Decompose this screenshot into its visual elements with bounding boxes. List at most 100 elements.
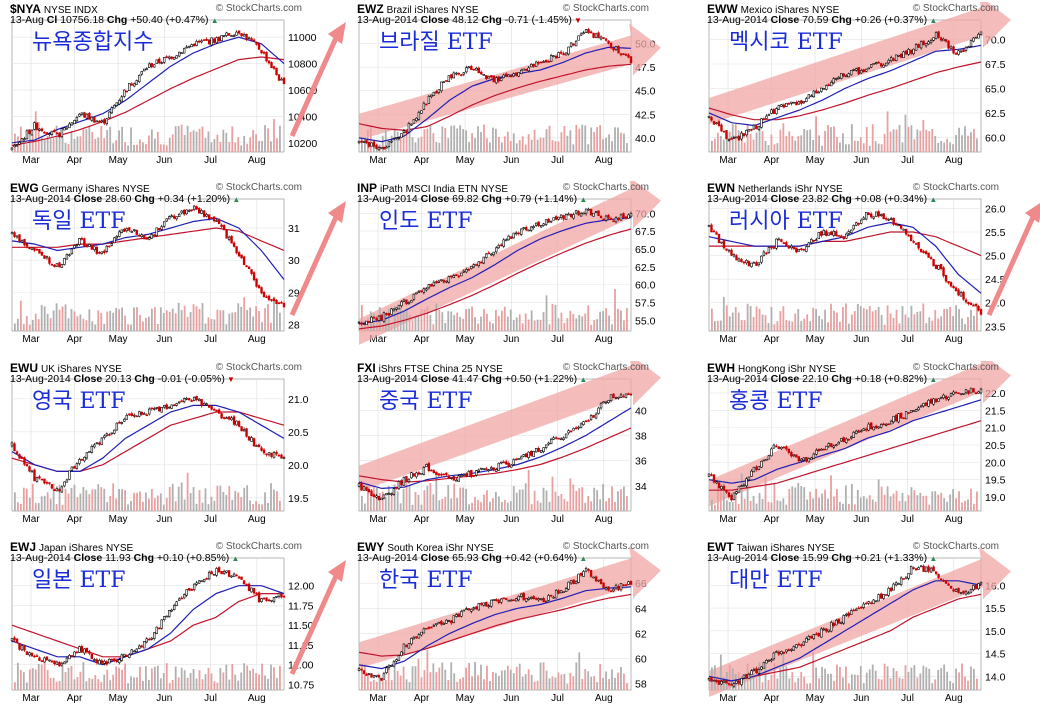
volume-bar xyxy=(842,677,844,690)
candlestick xyxy=(70,248,74,254)
candlestick xyxy=(947,583,950,586)
x-tick-label: Mar xyxy=(369,334,387,345)
volume-bar xyxy=(922,496,925,511)
quote-line: 13-Aug-2014 Close 69.82 Chg +0.79 (+1.14… xyxy=(357,193,587,206)
candlestick xyxy=(385,493,388,496)
x-tick-label: Jun xyxy=(156,334,172,345)
candlestick xyxy=(897,583,900,585)
volume-bar xyxy=(536,319,539,331)
y-tick-label: 58 xyxy=(635,679,647,691)
date-label: 13-Aug-2014 xyxy=(707,193,768,205)
y-tick-label: 25.0 xyxy=(985,251,1006,263)
volume-bar xyxy=(171,134,174,152)
volume-bar xyxy=(901,492,904,511)
candlestick xyxy=(614,217,618,223)
x-tick-label: Jul xyxy=(901,693,914,704)
volume-bar xyxy=(28,131,31,152)
volume-bar xyxy=(201,303,204,331)
quote-line: 13-Aug-2014 Close 20.13 Chg -0.01 (-0.05… xyxy=(10,373,235,386)
exchange-label: NYSE xyxy=(122,184,150,195)
candlestick xyxy=(93,659,96,661)
candlestick xyxy=(850,70,853,76)
candlestick xyxy=(187,398,191,401)
volume-bar xyxy=(183,305,186,331)
candlestick xyxy=(120,229,123,233)
candlestick xyxy=(495,77,498,84)
volume-bar xyxy=(731,124,734,152)
candlestick xyxy=(855,68,858,71)
volume-bar xyxy=(886,486,889,511)
candlesticks xyxy=(357,392,633,501)
description-label: Japan iShares xyxy=(39,543,103,554)
y-tick-label: 15.5 xyxy=(985,603,1006,615)
candlestick xyxy=(15,235,19,238)
y-tick-label: 23.5 xyxy=(985,321,1006,333)
volume-bar xyxy=(276,303,278,331)
candlestick xyxy=(914,568,918,571)
volume-bar xyxy=(52,677,55,690)
y-tick-label: 67.5 xyxy=(985,59,1006,71)
candlestick xyxy=(607,586,610,591)
candlestick xyxy=(485,75,488,79)
candlestick xyxy=(897,413,900,423)
candlestick xyxy=(125,228,128,232)
volume-bar xyxy=(429,483,432,511)
candlestick xyxy=(215,220,218,222)
volume-bar xyxy=(243,663,246,690)
candlestick xyxy=(427,95,431,104)
volume-bar xyxy=(486,313,488,331)
watermark: © StockCharts.com xyxy=(562,362,649,373)
candlestick xyxy=(472,475,475,477)
candlestick xyxy=(612,588,615,592)
candlestick xyxy=(25,651,29,655)
candlestick xyxy=(467,471,470,477)
volume-bar xyxy=(578,128,581,152)
candlestick xyxy=(230,417,233,421)
candlestick xyxy=(790,101,793,104)
candlestick xyxy=(604,38,608,41)
volume-bar xyxy=(605,308,607,331)
volume-bar xyxy=(821,667,823,690)
volume-bar xyxy=(964,500,966,511)
volume-bar xyxy=(818,135,820,152)
candlestick xyxy=(564,433,568,439)
volume-bar xyxy=(264,308,266,331)
volume-bar xyxy=(70,665,73,690)
candlestick xyxy=(835,620,838,626)
volume-bar xyxy=(384,497,387,511)
candlestick xyxy=(584,208,588,215)
candlestick xyxy=(870,213,873,218)
volume-bar xyxy=(165,498,168,511)
candlestick xyxy=(532,596,535,600)
candlestick xyxy=(128,227,131,231)
candlestick xyxy=(902,228,905,231)
volume-bar xyxy=(524,483,527,511)
candlestick xyxy=(577,210,580,216)
candlestick xyxy=(899,53,903,58)
candlestick xyxy=(140,71,143,75)
candlestick xyxy=(967,301,970,304)
candlestick xyxy=(242,34,246,37)
candlestick xyxy=(502,239,505,247)
candlestick xyxy=(145,638,148,643)
candlestick xyxy=(200,40,203,43)
candlestick xyxy=(725,130,728,139)
candlestick xyxy=(939,578,943,580)
candlestick xyxy=(607,40,610,44)
candlestick xyxy=(539,225,543,228)
candlestick xyxy=(795,101,798,106)
chg-label: Chg xyxy=(831,373,852,385)
candlestick xyxy=(13,232,16,237)
candlestick xyxy=(73,245,76,249)
candlestick xyxy=(75,117,79,122)
candlestick xyxy=(492,75,495,83)
candlestick xyxy=(964,389,968,394)
volume-bar xyxy=(444,322,447,331)
candlestick xyxy=(85,244,89,248)
candlestick xyxy=(937,265,940,270)
volume-bar xyxy=(384,679,387,690)
close-label: Close xyxy=(770,373,800,385)
candlestick xyxy=(282,457,286,459)
candlestick xyxy=(53,660,56,665)
chg-label: Chg xyxy=(831,193,852,205)
